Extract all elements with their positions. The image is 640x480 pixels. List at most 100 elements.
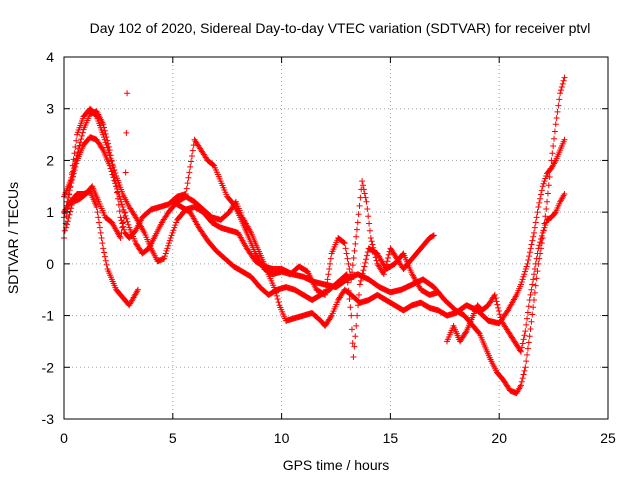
data-point	[350, 262, 356, 268]
data-point	[560, 81, 566, 87]
data-point	[534, 275, 540, 281]
data-point	[103, 258, 109, 264]
data-point	[368, 235, 374, 241]
data-point	[345, 261, 351, 267]
data-point	[364, 206, 370, 212]
data-point	[545, 191, 551, 197]
data-point	[185, 180, 191, 186]
data-point	[527, 333, 533, 339]
y-tick-label: 4	[46, 49, 54, 65]
data-point	[533, 219, 539, 225]
data-series	[61, 75, 567, 396]
series-trace-7	[444, 191, 568, 355]
data-point	[544, 199, 550, 205]
data-point	[364, 253, 370, 259]
y-tick-label: 2	[46, 152, 54, 168]
data-point	[537, 196, 543, 202]
data-point	[184, 186, 190, 192]
data-point	[539, 187, 545, 193]
data-point	[352, 241, 358, 247]
series-trace-3	[61, 108, 437, 298]
data-point	[534, 256, 540, 262]
data-point	[546, 182, 552, 188]
data-point	[327, 261, 333, 267]
x-tick-label: 15	[383, 430, 399, 446]
data-point	[347, 304, 353, 310]
data-point	[362, 260, 368, 266]
data-point	[98, 230, 104, 236]
data-point	[561, 78, 567, 84]
data-point	[523, 322, 529, 328]
data-point	[561, 75, 567, 81]
data-point	[79, 133, 85, 139]
data-point	[350, 354, 356, 360]
y-axis-label: SDTVAR / TECUs	[5, 182, 21, 294]
data-point	[530, 276, 536, 282]
data-point	[496, 308, 502, 314]
x-tick-label: 20	[491, 430, 507, 446]
data-point	[64, 221, 70, 227]
data-point	[531, 230, 537, 236]
data-point	[276, 299, 282, 305]
data-point	[361, 186, 367, 192]
data-point	[519, 379, 525, 385]
data-point	[536, 200, 542, 206]
data-point	[363, 195, 369, 201]
y-tick-label: -3	[42, 411, 55, 427]
y-tick-label: 1	[46, 204, 54, 220]
data-point	[528, 319, 534, 325]
data-point	[553, 121, 559, 127]
data-point	[527, 297, 533, 303]
data-point	[357, 282, 363, 288]
data-point	[532, 225, 538, 231]
data-point	[348, 313, 354, 319]
data-point	[535, 204, 541, 210]
x-tick-label: 5	[169, 430, 177, 446]
data-point	[344, 251, 350, 257]
data-point	[186, 169, 192, 175]
data-point	[363, 256, 369, 262]
data-point	[99, 235, 105, 241]
data-point	[101, 249, 107, 255]
y-tick-label: -1	[42, 308, 55, 324]
data-point	[530, 234, 536, 240]
data-point	[325, 271, 331, 277]
data-point	[362, 191, 368, 197]
data-point	[526, 339, 532, 345]
data-point	[524, 316, 530, 322]
y-tick-label: 3	[46, 101, 54, 117]
data-point	[62, 228, 68, 234]
data-point	[549, 150, 555, 156]
data-point	[495, 305, 501, 311]
data-point	[187, 164, 193, 170]
series-trace-1	[61, 75, 567, 396]
data-point	[526, 303, 532, 309]
data-point	[353, 323, 359, 329]
data-point	[352, 333, 358, 339]
data-point	[384, 258, 390, 264]
data-point	[123, 130, 129, 136]
data-point	[354, 227, 360, 233]
data-point	[188, 158, 194, 164]
data-point	[520, 340, 526, 346]
data-point	[349, 326, 355, 332]
data-point	[95, 214, 101, 220]
data-point	[521, 332, 527, 338]
data-point	[534, 214, 540, 220]
data-point	[97, 225, 103, 231]
data-point	[94, 209, 100, 215]
data-point	[559, 84, 565, 90]
x-axis-label: GPS time / hours	[283, 457, 390, 473]
data-point	[525, 346, 531, 352]
data-point	[523, 358, 529, 364]
data-point	[521, 372, 527, 378]
data-point	[554, 115, 560, 121]
data-point	[365, 213, 371, 219]
data-point	[550, 143, 556, 149]
data-point	[124, 90, 130, 96]
data-point	[529, 241, 535, 247]
data-point	[556, 96, 562, 102]
data-point	[533, 261, 539, 267]
data-point	[123, 213, 129, 219]
data-point	[555, 103, 561, 109]
